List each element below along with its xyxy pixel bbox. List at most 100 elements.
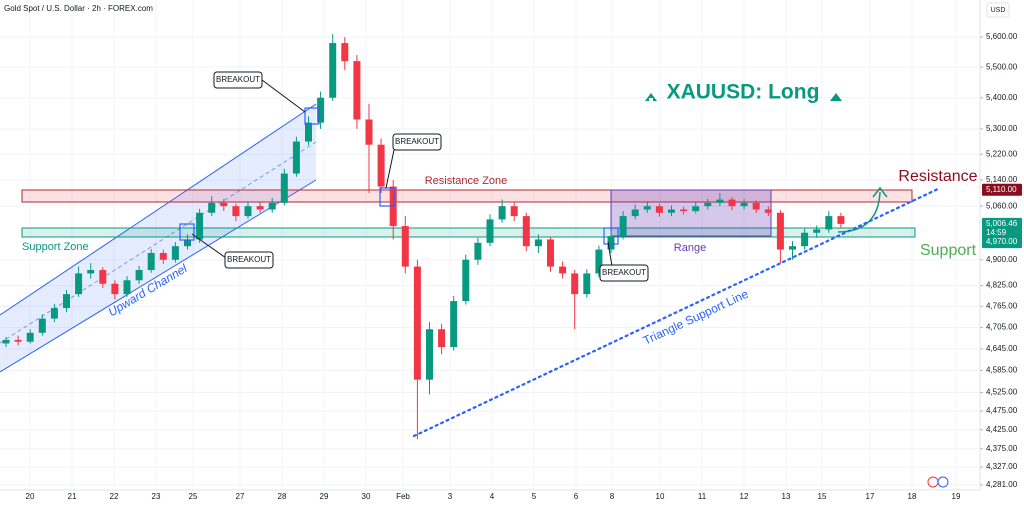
- flag-icon: [927, 476, 939, 488]
- y-tick-label: 4,525.00: [986, 388, 1018, 397]
- candle-body: [789, 246, 796, 250]
- candle-body: [764, 209, 772, 213]
- candle-body: [353, 61, 361, 120]
- y-tick-label: 4,327.00: [986, 462, 1018, 471]
- axes: 5,600.00 5,500.00 5,400.00 5,300.00 5,220.00…: [26, 32, 1022, 501]
- candle-body: [668, 209, 675, 213]
- headline: XAUUSD: Long: [667, 81, 820, 104]
- callouts: BREAKOUT BREAKOUT BREAKOUT BREAKOUT: [191, 71, 649, 282]
- candle-body: [159, 252, 167, 260]
- candle-body: [595, 249, 603, 274]
- resistance-zone-label: Resistance Zone: [425, 175, 508, 187]
- candle-body: [87, 269, 95, 274]
- x-tick-label: 28: [278, 492, 287, 501]
- channel-upper: [0, 103, 317, 316]
- callout-leader: [261, 79, 306, 113]
- callout-leader: [607, 241, 613, 267]
- candle-body: [268, 202, 276, 210]
- support-zone: [21, 227, 916, 238]
- candle-body: [704, 202, 712, 207]
- candle-body: [716, 199, 724, 203]
- x-tick-label: 4: [490, 492, 495, 501]
- candle-body: [50, 308, 58, 319]
- y-tick-label: 4,825.00: [986, 281, 1018, 290]
- x-tick-label: 20: [26, 492, 35, 501]
- candle-body: [559, 266, 567, 274]
- candle-body: [680, 209, 688, 212]
- candle-body: [341, 43, 349, 62]
- range-label: Range: [674, 242, 706, 254]
- callout-box: [224, 251, 274, 269]
- candle-body: [607, 236, 615, 250]
- support-label: Support: [920, 242, 977, 259]
- channel-lower: [0, 179, 317, 373]
- y-tick-label: 5,220.00: [986, 149, 1018, 158]
- candle-body: [280, 173, 288, 203]
- candle-body: [837, 216, 845, 224]
- y-tick-label: 4,475.00: [986, 406, 1018, 415]
- x-tick-label: 6: [574, 492, 579, 501]
- x-tick-label: 29: [320, 492, 329, 501]
- candle-body: [728, 199, 736, 207]
- candle-body: [196, 212, 204, 240]
- breakout-box: [304, 107, 320, 125]
- candle-body: [619, 216, 627, 237]
- currency: USD: [991, 7, 1006, 14]
- flag-icon: [937, 476, 949, 488]
- channel-fill: [0, 104, 316, 372]
- price-label: 5,110.00: [986, 185, 1017, 194]
- candle-body: [292, 141, 300, 174]
- candle-body: [813, 229, 821, 233]
- callout-text: BREAKOUT: [395, 137, 439, 146]
- candle-body: [498, 206, 506, 220]
- candle-body: [111, 283, 119, 295]
- y-tick-label: 4,281.00: [986, 480, 1018, 489]
- x-tick-label: 23: [152, 492, 161, 501]
- x-tick-label: 8: [610, 492, 615, 501]
- candle-body: [2, 339, 10, 344]
- price-label-box: [982, 183, 1022, 196]
- candle-body: [534, 239, 542, 247]
- y-tick-label: 5,060.00: [986, 201, 1018, 210]
- candle-body: [825, 216, 833, 230]
- candle-body: [752, 202, 760, 210]
- candle-body: [450, 301, 458, 348]
- projection-arrowhead: [872, 186, 888, 198]
- x-tick-label: 13: [782, 492, 791, 501]
- breakout-box: [603, 227, 619, 245]
- y-tick-label: 4,425.00: [986, 425, 1018, 434]
- x-tick-label: 18: [908, 492, 917, 501]
- countdown: 14:59: [986, 228, 1007, 237]
- y-tick-label: 4,585.00: [986, 366, 1018, 375]
- candle-body: [692, 206, 700, 212]
- candle-body: [232, 206, 240, 217]
- candle-body: [426, 329, 433, 380]
- candle-body: [63, 294, 70, 309]
- callout-text: BREAKOUT: [216, 75, 260, 84]
- candle-body: [184, 239, 191, 247]
- candle-body: [256, 206, 264, 210]
- y-tick-label: 4,645.00: [986, 344, 1018, 353]
- candle-body: [305, 122, 312, 142]
- x-tick-label: 22: [110, 492, 119, 501]
- candle-body: [99, 269, 107, 284]
- candle-body: [329, 43, 337, 98]
- breakout-boxes: [179, 107, 619, 245]
- callout-box: [392, 133, 442, 151]
- candle-body: [571, 273, 579, 295]
- candle-body: [486, 219, 494, 243]
- candle-body: [365, 119, 373, 145]
- breakout-box: [179, 223, 195, 241]
- breakout-box: [379, 187, 395, 207]
- up-arrow-icon: [830, 93, 842, 101]
- price-label: 5,006.46: [986, 219, 1018, 228]
- up-arrow-icon: [645, 93, 657, 101]
- callout-box: [213, 71, 263, 89]
- y-tick-label: 4,900.00: [986, 255, 1018, 264]
- y-tick-label: 5,400.00: [986, 93, 1018, 102]
- candle-body: [401, 226, 409, 267]
- candle-body: [510, 206, 518, 217]
- candle-body: [462, 259, 470, 302]
